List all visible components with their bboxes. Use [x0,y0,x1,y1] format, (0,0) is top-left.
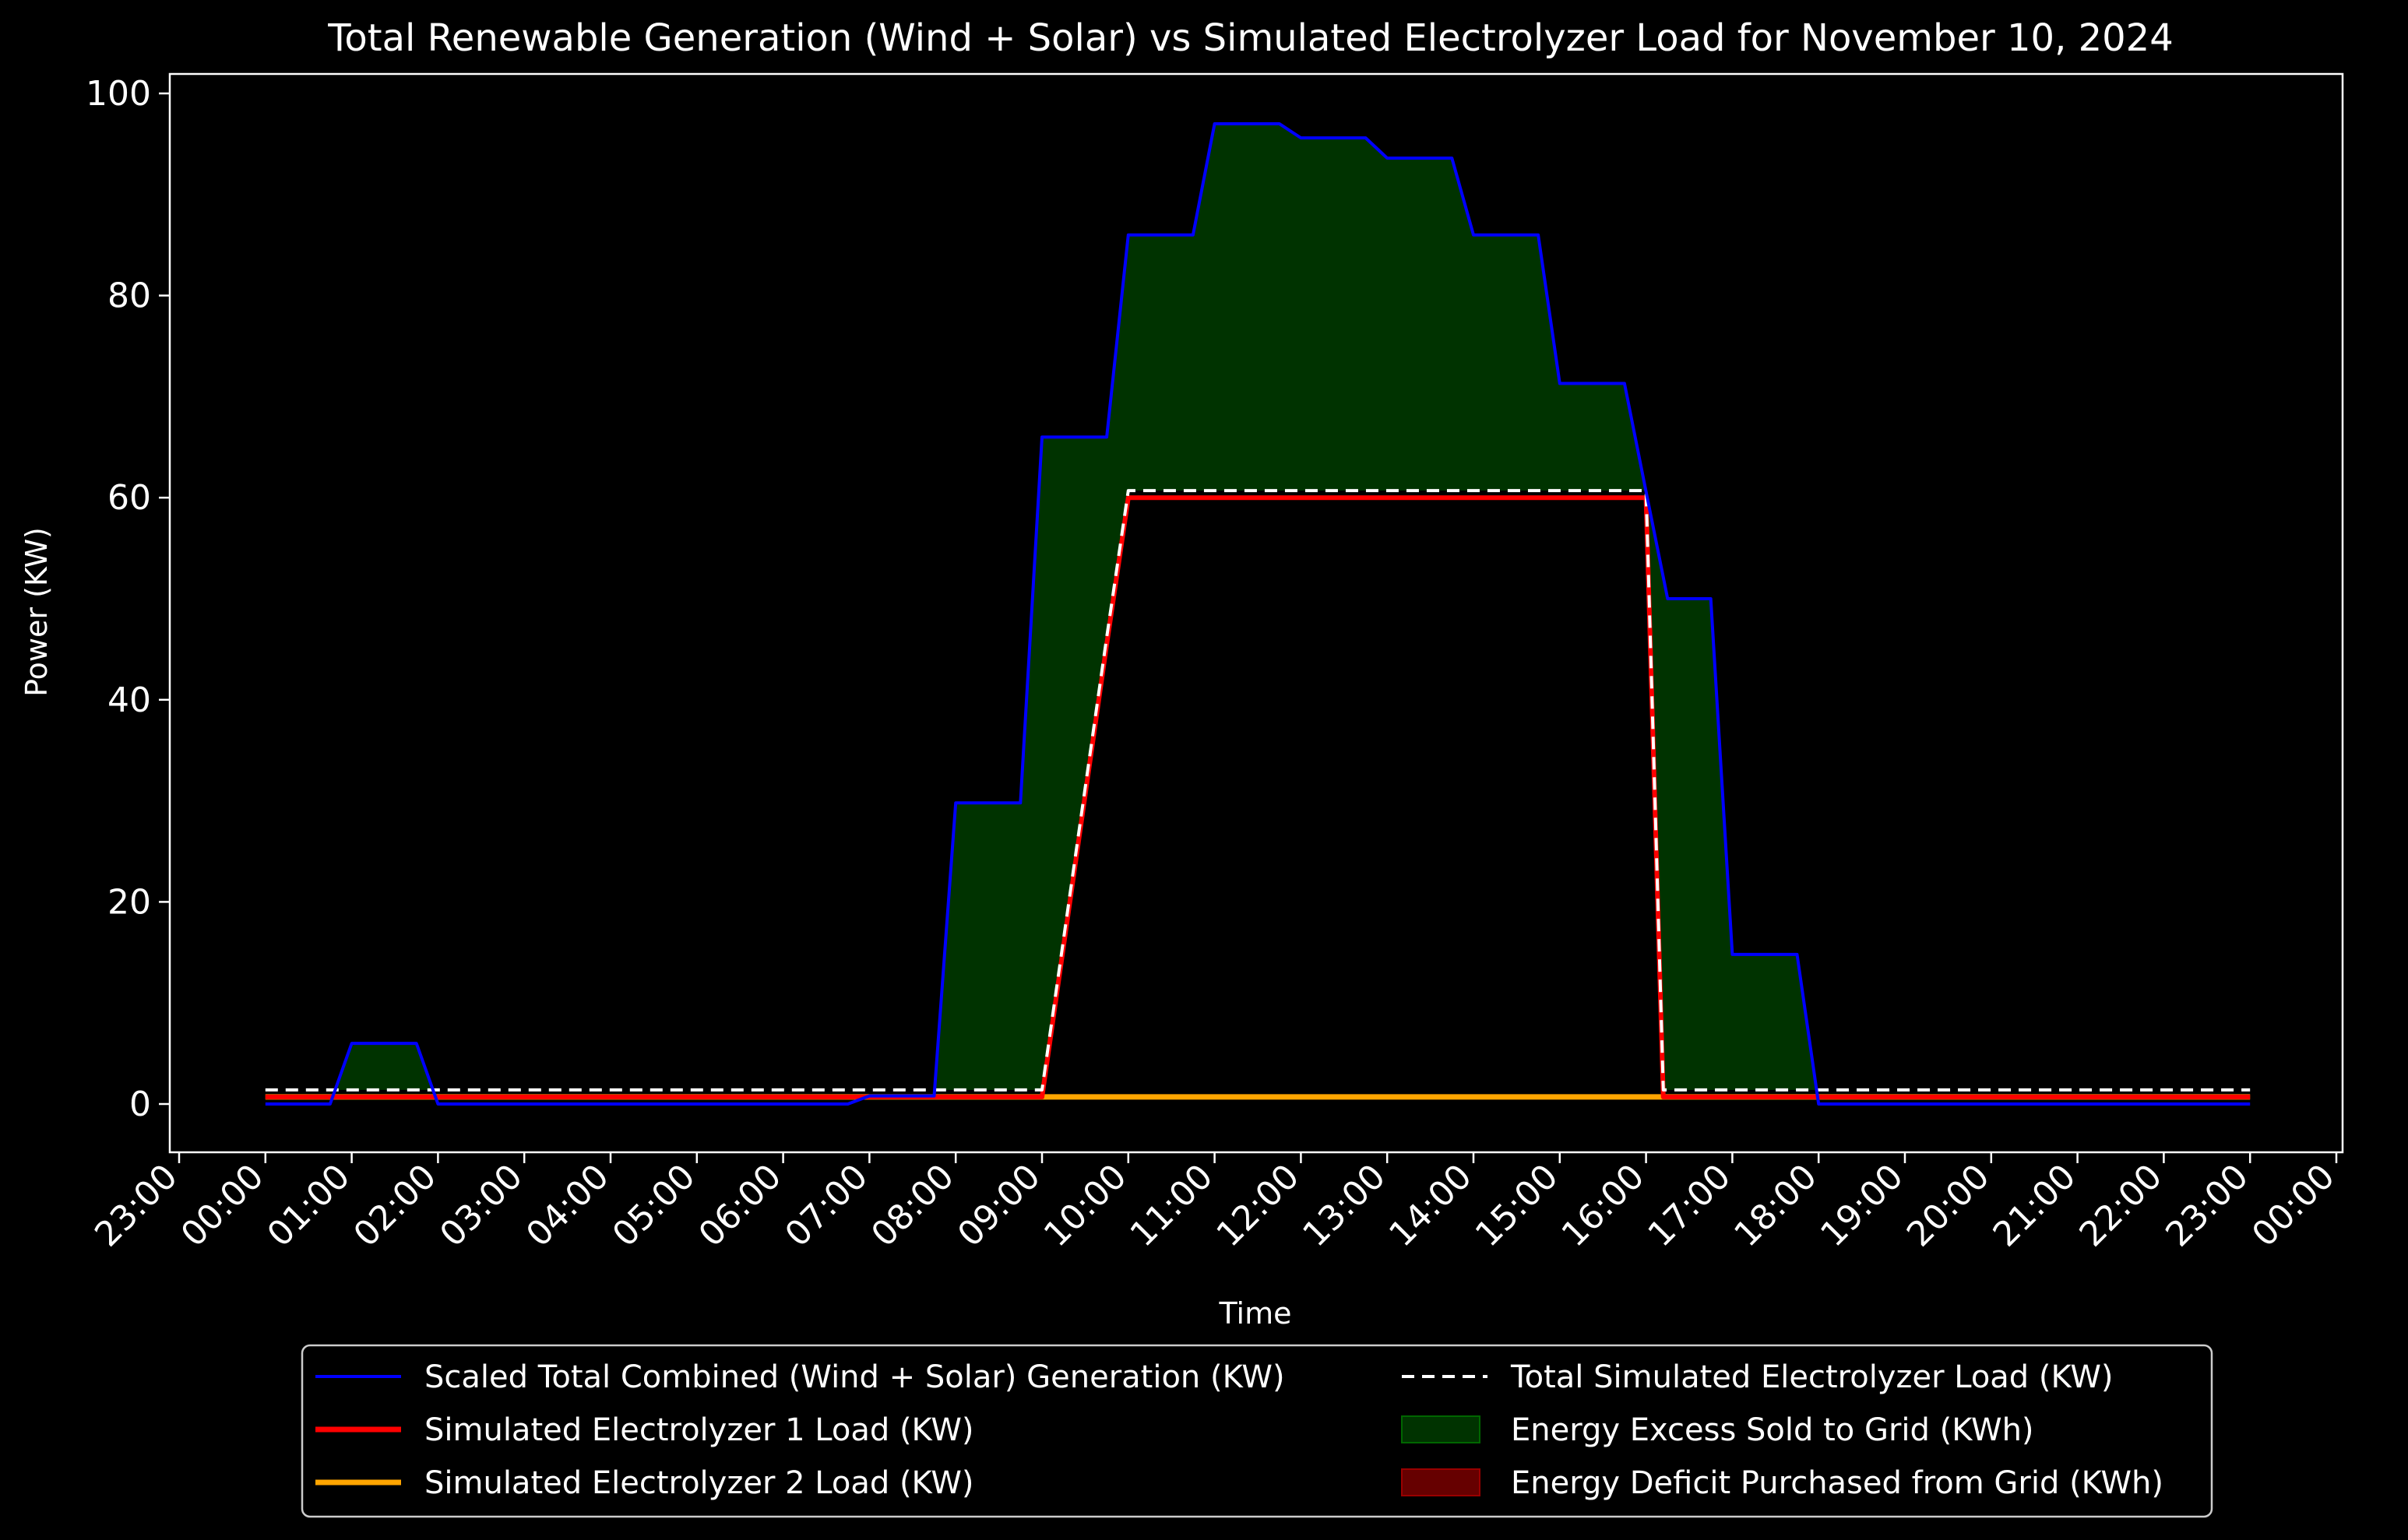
x-tick-label: 09:00 [950,1157,1048,1255]
x-tick-label: 11:00 [1123,1157,1221,1255]
x-tick-label: 13:00 [1295,1157,1393,1255]
y-tick-label: 40 [107,680,151,720]
x-axis-label: Time [1219,1296,1292,1331]
x-tick-label: 14:00 [1382,1157,1480,1255]
series-line [265,121,2251,1106]
series-line [265,495,2251,1099]
x-tick-label: 20:00 [1899,1157,1998,1255]
chart-title: Total Renewable Generation (Wind + Solar… [327,16,2174,60]
legend-box [301,1344,2213,1518]
legend-label: Simulated Electrolyzer 1 Load (KW) [424,1412,974,1448]
y-tick-label: 20 [107,882,151,922]
x-tick-label: 04:00 [519,1157,617,1255]
legend-label: Energy Excess Sold to Grid (KWh) [1511,1412,2034,1448]
x-tick-label: 00:00 [174,1157,272,1255]
x-tick-label: 10:00 [1037,1157,1135,1255]
series-lines [265,121,2251,1106]
x-tick-label: 03:00 [432,1157,530,1255]
y-tick-label: 100 [86,74,151,114]
legend-patch-swatch [1401,1415,1480,1443]
x-tick-label: 08:00 [864,1157,962,1255]
x-tick-label: 16:00 [1554,1157,1653,1255]
legend-patch-swatch [1401,1468,1480,1496]
x-tick-label: 01:00 [260,1157,358,1255]
excess-fill-region [935,123,1645,1090]
x-tick-label: 18:00 [1727,1157,1825,1255]
y-axis-ticks: 0 20 40 60 80 100 [86,74,170,1124]
excess-fill-region [336,1043,433,1090]
excess-fill-region [1647,498,1816,1090]
legend: Scaled Total Combined (Wind + Solar) Gen… [301,1344,2213,1518]
legend-label: Scaled Total Combined (Wind + Solar) Gen… [424,1359,1285,1395]
x-tick-label: 19:00 [1813,1157,1911,1255]
y-tick-label: 60 [107,478,151,518]
x-tick-label: 17:00 [1640,1157,1738,1255]
x-tick-label: 22:00 [2072,1157,2170,1255]
fill-regions [336,123,1816,1090]
y-axis-label: Power (KW) [19,527,54,697]
y-tick-label: 0 [129,1085,151,1124]
legend-label: Energy Deficit Purchased from Grid (KWh) [1511,1465,2163,1501]
x-tick-label: 21:00 [1986,1157,2084,1255]
x-tick-label: 06:00 [692,1157,790,1255]
series-line [265,489,2251,1092]
y-tick-label: 80 [107,276,151,316]
x-tick-label: 15:00 [1468,1157,1566,1255]
x-tick-label: 23:00 [87,1157,185,1255]
x-tick-label: 23:00 [2158,1157,2256,1255]
legend-label: Simulated Electrolyzer 2 Load (KW) [424,1465,974,1501]
x-tick-label: 00:00 [2244,1157,2343,1255]
x-axis-ticks: 23:0000:0001:0002:0003:0004:0005:0006:00… [87,1152,2343,1254]
x-tick-label: 07:00 [777,1157,875,1255]
x-tick-label: 05:00 [605,1157,703,1255]
x-tick-label: 12:00 [1209,1157,1307,1255]
plot-frame [168,72,2344,1154]
x-tick-label: 02:00 [346,1157,444,1255]
legend-label: Total Simulated Electrolyzer Load (KW) [1510,1359,2113,1395]
